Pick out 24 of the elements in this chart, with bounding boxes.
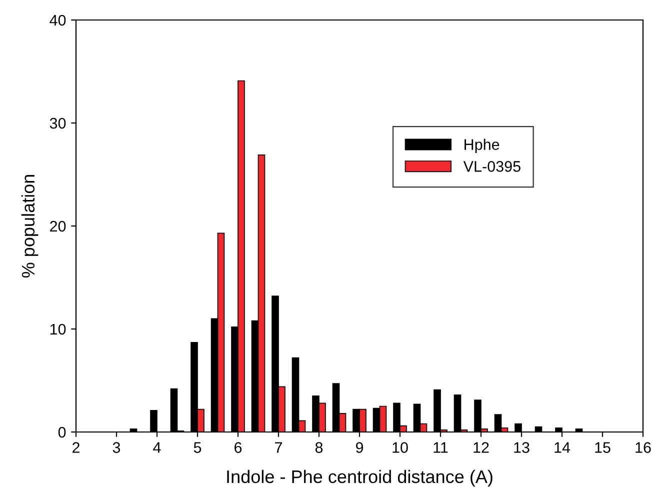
y-tick-label: 30 xyxy=(50,118,66,129)
x-tick-label: 6 xyxy=(234,442,242,453)
x-tick-label: 5 xyxy=(194,442,202,453)
x-tick-label: 11 xyxy=(434,442,448,453)
y-axis-title: % population xyxy=(21,174,38,278)
x-tick-label: 14 xyxy=(554,442,570,453)
x-tick-label: 13 xyxy=(514,442,530,453)
legend-label: VL-0395 xyxy=(463,161,520,172)
y-tick-label: 0 xyxy=(58,426,66,438)
y-tick-label: 40 xyxy=(50,14,66,26)
x-tick-label: 15 xyxy=(595,442,610,453)
x-tick-label: 2 xyxy=(72,442,80,453)
legend-label: Hphe xyxy=(464,138,500,153)
x-tick-label: 3 xyxy=(112,442,120,453)
x-tick-label: 12 xyxy=(474,442,489,453)
y-tick-label: 10 xyxy=(50,324,66,335)
x-tick-label: 16 xyxy=(636,442,651,453)
x-tick-label: 4 xyxy=(153,442,161,453)
x-tick-label: 7 xyxy=(275,442,282,453)
y-tick-label: 20 xyxy=(50,220,66,232)
x-axis-title: Indole - Phe centroid distance (A) xyxy=(227,470,492,487)
x-tick-label: 9 xyxy=(356,442,364,453)
x-tick-label: 8 xyxy=(315,442,323,453)
x-tick-label: 10 xyxy=(392,442,408,453)
